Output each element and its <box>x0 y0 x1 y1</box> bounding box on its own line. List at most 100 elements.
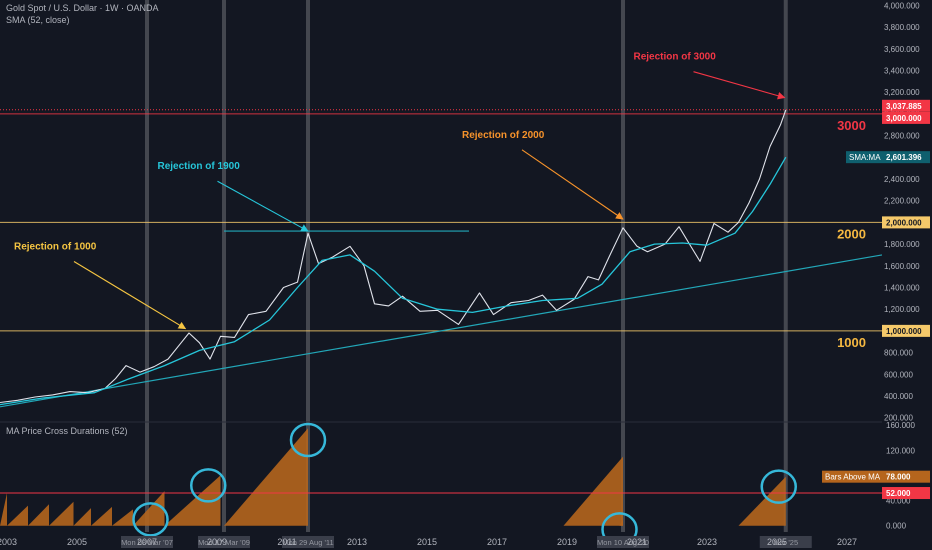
indicator-legend: MA Price Cross Durations (52) <box>6 426 128 436</box>
date-label-1: Mon 17 Mar '09 <box>198 538 250 547</box>
indicator-tick-0: 0.000 <box>886 522 907 531</box>
annotations: Rejection of 1000 Rejection of 1900 Reject… <box>14 52 786 330</box>
price-tick-2: 600.000 <box>884 370 913 379</box>
price-tick-17: 3,600.000 <box>884 45 920 54</box>
indicator-tick-1: 40.000 <box>886 497 911 506</box>
price-tag-current-bg <box>882 99 930 112</box>
time-tick-2005: 2005 <box>67 537 87 547</box>
indicator-tick-3: 120.000 <box>886 446 915 455</box>
histogram-ramp-8 <box>164 475 221 526</box>
annotation-rejection-0: Rejection of 1000 <box>14 242 97 253</box>
indicator-tag-threshold-bg <box>882 487 930 500</box>
date-label-bg-3 <box>597 536 649 548</box>
annotation-rejection-1: Rejection of 1900 <box>158 161 241 172</box>
price-tag-2000: 2,000.000 <box>886 218 922 227</box>
cursor-band-4 <box>783 0 788 532</box>
price-tag-3000-bg <box>882 111 930 124</box>
chart-title: Gold Spot / U.S. Dollar · 1W · OANDA <box>6 3 159 13</box>
price-tag-current: 3,037.885 <box>886 102 922 111</box>
price-series-line <box>0 109 787 404</box>
price-tick-10: 2,200.000 <box>884 197 920 206</box>
bars-above-label: Bars Above MA <box>825 473 881 482</box>
annotation-rejection-2: Rejection of 2000 <box>462 130 545 141</box>
annotation-arrow-3 <box>693 71 786 100</box>
cursor-band-2 <box>306 0 310 532</box>
indicator-tag-current: 78.000 <box>886 473 911 482</box>
histogram-ramp-9 <box>224 428 308 526</box>
highlight-circle-0 <box>132 502 169 537</box>
sma-label-bg <box>846 151 882 164</box>
price-tick-0: 200.000 <box>884 414 913 423</box>
indicator-tick-4: 160.000 <box>886 421 915 430</box>
level-label-3000: 3000 <box>837 118 866 133</box>
date-label-3: Mon 10 Aug '20 <box>597 538 649 547</box>
histogram-ramp-2 <box>28 504 49 526</box>
price-tick-1: 400.000 <box>884 392 913 401</box>
highlight-circle-2 <box>289 422 327 458</box>
time-tick-2003: 2003 <box>0 537 17 547</box>
time-tick-2011: 2011 <box>277 537 296 547</box>
time-tick-2015: 2015 <box>417 537 437 547</box>
price-axis[interactable]: 200.000 400.000 600.000 800.000 1,000.000 1,2… <box>822 0 932 550</box>
cursor-band-3 <box>621 0 625 532</box>
annotation-arrow-2 <box>521 149 624 220</box>
indicator-tag-current-bg <box>882 470 930 483</box>
time-axis[interactable]: 2003 2005 2007 2009 2011 2013 2015 2017 2019 2021… <box>0 537 857 547</box>
price-tag-sma: 2,601.396 <box>886 153 922 162</box>
time-tick-2007: 2007 <box>137 537 157 547</box>
annotation-rejection-3: Rejection of 3000 <box>634 52 717 63</box>
price-tick-19: 4,000.000 <box>884 1 920 10</box>
histogram-ramp-5 <box>91 506 112 526</box>
time-tick-2013: 2013 <box>347 537 367 547</box>
histogram-ramp-12 <box>738 476 786 526</box>
trendlines <box>0 230 883 408</box>
price-tag-2000-bg <box>882 216 930 229</box>
sma-legend: SMA (52, close) <box>6 15 70 25</box>
highlight-circle-1 <box>190 468 227 503</box>
time-tick-2017: 2017 <box>487 537 507 547</box>
level-label-2000: 2000 <box>837 226 866 241</box>
price-tick-15: 3,200.000 <box>884 88 920 97</box>
price-tick-13: 2,800.000 <box>884 132 920 141</box>
date-label-0: Mon 08 Mar '07 <box>121 538 173 547</box>
sma-series-line <box>0 156 787 406</box>
price-tick-7: 1,600.000 <box>884 262 920 271</box>
date-label-2: Mon 29 Aug '11 <box>282 538 333 547</box>
histogram-ramp-11 <box>563 456 623 526</box>
time-tick-2009: 2009 <box>207 537 227 547</box>
time-tick-2019: 2019 <box>557 537 577 547</box>
histogram-ramp-0 <box>0 493 7 526</box>
histogram-ramp-4 <box>73 508 91 526</box>
price-tag-1000-bg <box>882 324 930 337</box>
histogram-ramp-7 <box>133 491 165 526</box>
histogram-ramp-1 <box>7 505 28 526</box>
price-axis-bg <box>882 0 932 550</box>
price-tick-16: 3,400.000 <box>884 67 920 76</box>
price-tag-sma-bg <box>882 151 930 164</box>
highlight-circle-4 <box>760 469 797 504</box>
time-tick-2021: 2021 <box>627 537 647 547</box>
price-tick-3: 800.000 <box>884 349 913 358</box>
date-label-4: Mar '25 <box>773 538 798 547</box>
histogram-pane: Mon 08 Mar '07 Mon 17 Mar '09 Mon 29 Aug '… <box>0 422 882 548</box>
date-label-bg-2 <box>282 536 334 548</box>
sma-label: SMA:MA <box>849 153 881 162</box>
price-tick-8: 1,800.000 <box>884 240 920 249</box>
date-label-bg-0 <box>121 536 173 548</box>
time-tick-2025: 2025 <box>767 537 787 547</box>
price-tick-18: 3,800.000 <box>884 23 920 32</box>
price-tick-11: 2,400.000 <box>884 175 920 184</box>
cursor-band-0 <box>145 0 149 532</box>
annotation-arrow-0 <box>73 261 187 330</box>
bars-above-label-bg <box>822 470 882 483</box>
rising-trendline <box>0 254 883 408</box>
time-tick-2027: 2027 <box>837 537 857 547</box>
price-tag-3000: 3,000.000 <box>886 114 922 123</box>
time-tick-2023: 2023 <box>697 537 717 547</box>
histogram-ramp-3 <box>49 501 74 526</box>
date-label-bg-4 <box>759 536 812 548</box>
level-label-1000: 1000 <box>837 335 866 350</box>
annotation-arrow-1 <box>217 180 309 232</box>
